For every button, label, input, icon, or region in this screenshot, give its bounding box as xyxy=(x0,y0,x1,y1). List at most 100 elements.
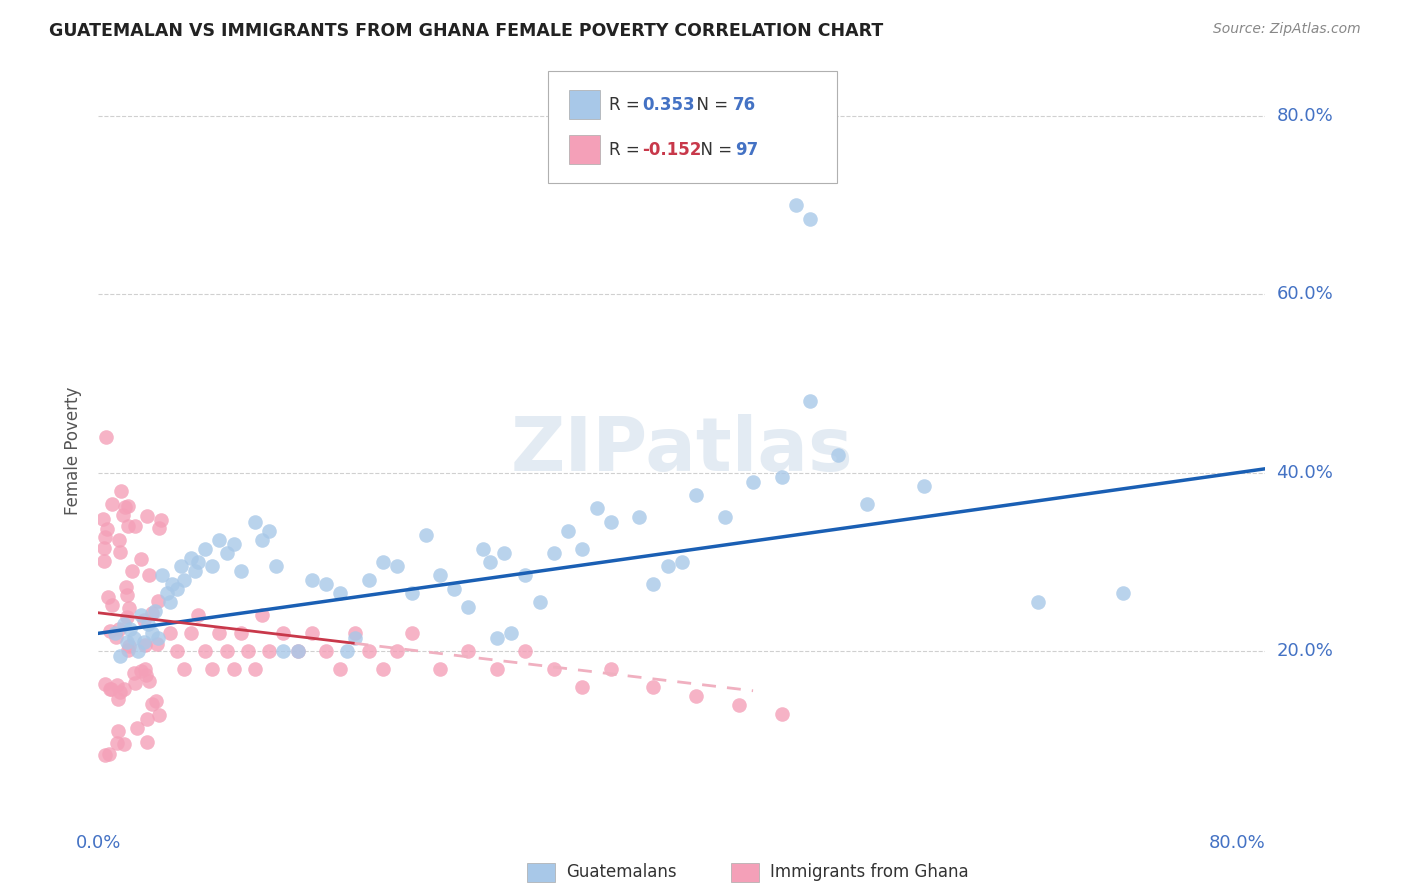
Point xyxy=(173,662,195,676)
Point xyxy=(208,626,231,640)
Point xyxy=(134,662,156,676)
Point xyxy=(118,639,141,653)
Point xyxy=(713,510,735,524)
Point xyxy=(117,499,139,513)
Point xyxy=(401,626,423,640)
Point xyxy=(543,546,565,560)
Point xyxy=(98,747,121,762)
Point xyxy=(457,599,479,614)
Point xyxy=(585,501,607,516)
Point xyxy=(827,448,849,462)
Point xyxy=(104,626,127,640)
Point xyxy=(115,588,138,602)
Point xyxy=(117,519,139,533)
Point xyxy=(173,573,195,587)
Text: Guatemalans: Guatemalans xyxy=(567,863,678,881)
Point xyxy=(315,644,337,658)
Point xyxy=(96,522,118,536)
Point xyxy=(146,637,169,651)
Point xyxy=(515,568,537,582)
Point xyxy=(257,524,280,538)
Text: Source: ZipAtlas.com: Source: ZipAtlas.com xyxy=(1213,22,1361,37)
Point xyxy=(166,644,188,658)
Point xyxy=(457,644,479,658)
Point xyxy=(127,644,149,658)
Point xyxy=(785,198,807,212)
Point xyxy=(371,662,394,676)
Point xyxy=(770,706,793,721)
Point xyxy=(387,644,409,658)
Text: 60.0%: 60.0% xyxy=(1277,285,1333,303)
Text: ZIPatlas: ZIPatlas xyxy=(510,414,853,487)
Point xyxy=(485,631,508,645)
Point xyxy=(166,582,188,596)
Point xyxy=(415,528,437,542)
Text: 97: 97 xyxy=(735,141,759,159)
Point xyxy=(118,622,141,636)
Point xyxy=(343,626,366,640)
Point xyxy=(671,555,693,569)
Point xyxy=(215,644,238,658)
Text: Immigrants from Ghana: Immigrants from Ghana xyxy=(770,863,969,881)
Point xyxy=(105,678,128,692)
Point xyxy=(148,631,170,645)
Point xyxy=(685,488,707,502)
Point xyxy=(1112,586,1135,600)
Point xyxy=(112,681,135,696)
Point xyxy=(121,564,143,578)
Point xyxy=(657,559,679,574)
Point xyxy=(628,510,651,524)
Point xyxy=(135,667,157,681)
Point xyxy=(136,509,159,524)
Point xyxy=(112,617,135,632)
Point xyxy=(184,564,207,578)
Point xyxy=(101,497,124,511)
Point xyxy=(301,573,323,587)
Point xyxy=(148,520,170,534)
Point xyxy=(401,586,423,600)
Point xyxy=(643,577,665,591)
Point xyxy=(770,470,793,484)
Point xyxy=(529,595,551,609)
Point xyxy=(478,555,501,569)
Point xyxy=(122,631,145,645)
Text: 80.0%: 80.0% xyxy=(1277,107,1333,125)
Point xyxy=(146,593,169,607)
Point xyxy=(229,626,252,640)
Point xyxy=(136,713,159,727)
Point xyxy=(236,644,259,658)
Point xyxy=(98,682,121,697)
Point xyxy=(114,580,136,594)
Point xyxy=(243,662,266,676)
Point xyxy=(100,598,122,612)
Point xyxy=(515,644,537,658)
Point xyxy=(134,614,156,628)
Point xyxy=(856,497,879,511)
Point xyxy=(201,662,224,676)
Point xyxy=(162,577,184,591)
Point xyxy=(93,554,115,568)
Point xyxy=(150,513,173,527)
Point xyxy=(94,677,117,691)
Point xyxy=(136,735,159,749)
Point xyxy=(250,533,273,547)
Point xyxy=(159,595,181,609)
Point xyxy=(443,582,465,596)
Point xyxy=(115,635,138,649)
Text: N =: N = xyxy=(690,141,738,159)
Point xyxy=(93,512,115,526)
Point xyxy=(194,541,217,556)
Point xyxy=(229,564,252,578)
Point xyxy=(343,631,366,645)
Point xyxy=(315,577,337,591)
Point xyxy=(912,479,935,493)
Point xyxy=(643,680,665,694)
Point xyxy=(159,626,181,640)
Point xyxy=(187,608,209,623)
Point xyxy=(124,519,146,533)
Point xyxy=(287,644,309,658)
Point xyxy=(429,662,451,676)
Point xyxy=(799,394,821,409)
Point xyxy=(152,568,174,582)
Point xyxy=(543,662,565,676)
